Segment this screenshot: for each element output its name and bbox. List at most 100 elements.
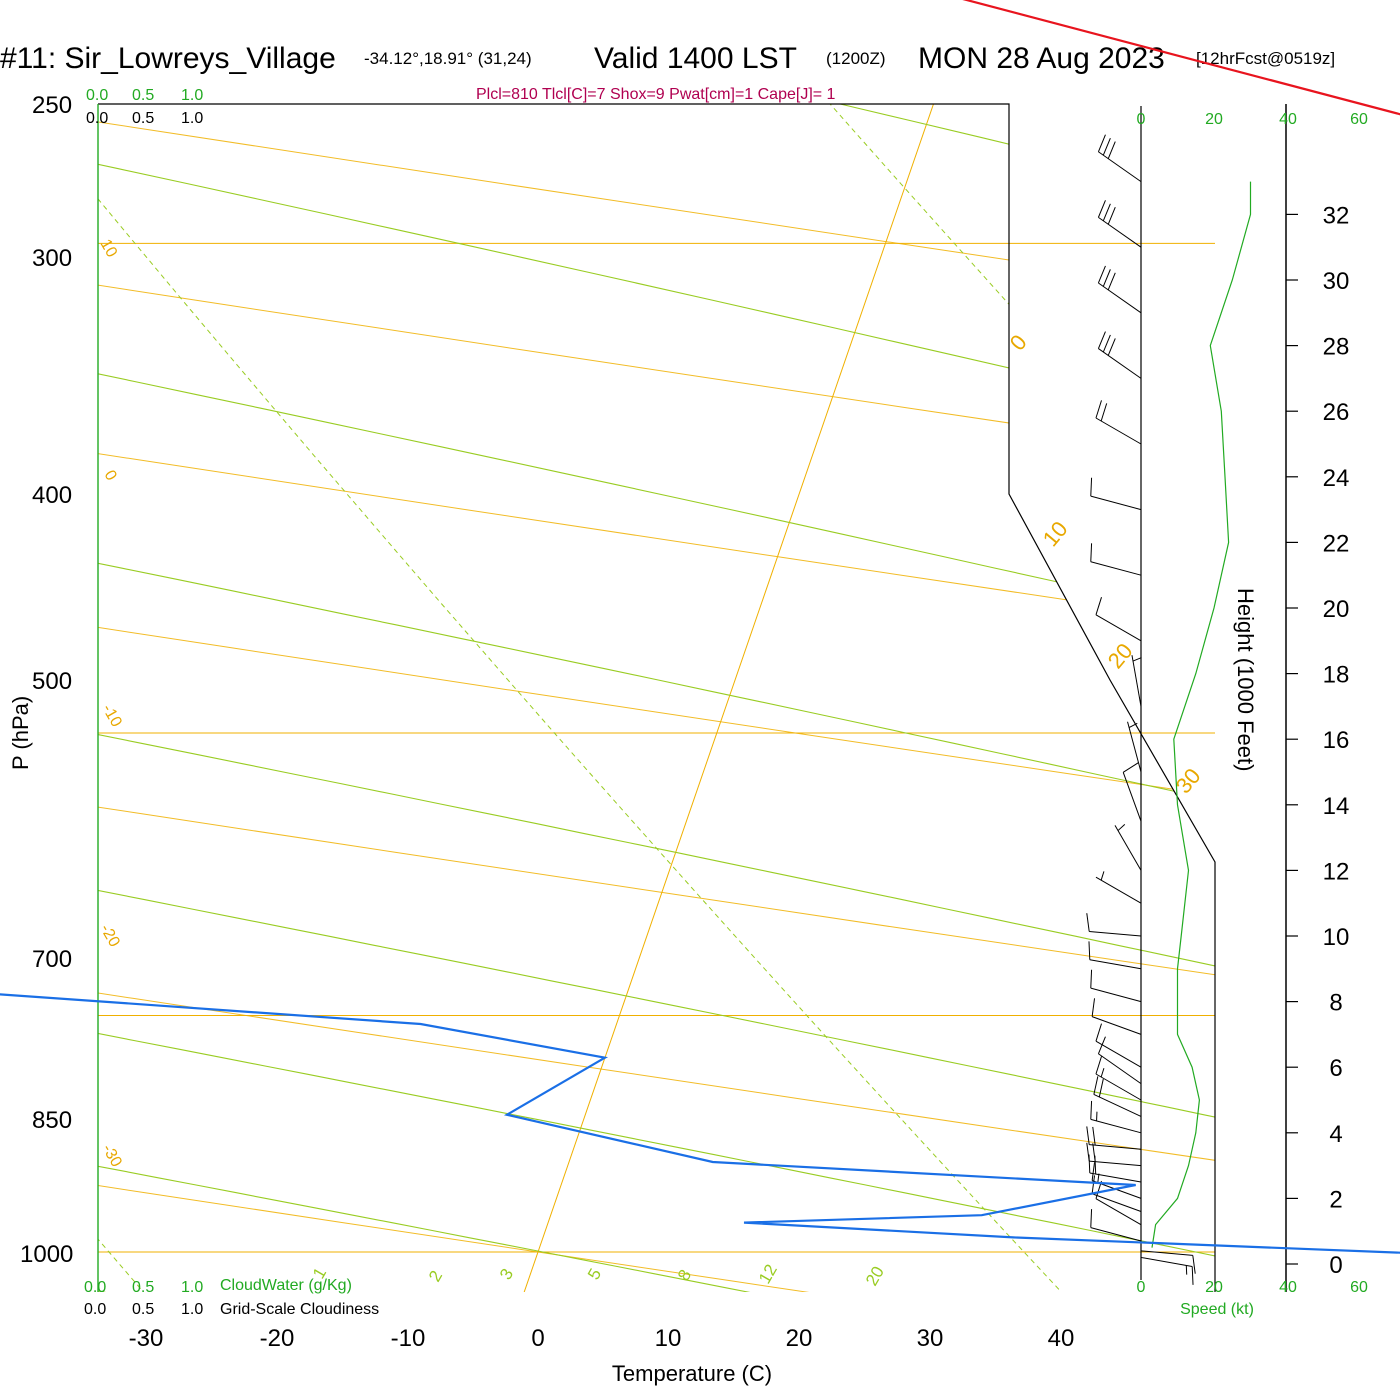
wind-barb-staff [1090,495,1142,511]
height-tick-18: 18 [1323,662,1350,689]
pressure-axis: 250 300 400 500 700 850 1000 P (hPa) [8,92,73,1268]
speed-top-40: 40 [1279,111,1297,128]
wind-barb [1114,823,1142,871]
wind-barb-staff [1098,216,1142,248]
mixing-label-5: 5 [584,1265,605,1283]
mixing-label-3: 3 [496,1265,517,1283]
wind-barb-staff [1140,1256,1193,1267]
wind-barb [1140,1256,1194,1285]
height-tick-14: 14 [1323,793,1350,820]
zulu-time: (1200Z) [826,49,886,68]
temp-tick-20: 20 [786,1325,813,1352]
wind-barb-feather [1095,597,1102,615]
bottom-black-05: 0.5 [132,1301,154,1318]
pressure-tick-500: 500 [32,668,72,695]
pressure-tick-250: 250 [32,92,72,119]
temperature-axis: -30 -20 -10 0 10 20 30 40 Temperature (C… [129,1325,1075,1386]
isotherm-label-0: 0 [101,468,120,484]
top-green-0: 0.0 [86,87,108,104]
height-tick-6: 6 [1329,1055,1342,1082]
wind-barb-feather [1102,137,1111,156]
speed-scale-bottom: 0 20 40 60 Speed (kt) [1137,1279,1368,1318]
wind-barb-staff [1127,721,1142,773]
top-black-0: 0.0 [86,110,108,127]
wind-barb-half-feather [1100,871,1105,881]
wind-barb-feather [1191,1266,1194,1285]
wind-barb-staff [1095,1040,1142,1068]
right-isotherm-label-10: 10 [1038,516,1073,551]
height-tick-8: 8 [1329,990,1342,1017]
temperature-axis-label: Temperature (C) [612,1361,772,1386]
wind-barb-half-feather [1100,1068,1105,1078]
mixing-ratio-8 [667,104,1215,1292]
height-tick-32: 32 [1323,202,1350,229]
wind-barb [1090,543,1142,576]
wind-barb-feather [1090,477,1093,497]
wind-barb-feather [1098,1078,1104,1098]
wind-barb [1086,913,1142,937]
wind-barb [1122,761,1142,822]
mixing-ratio-labels: 1 2 3 5 8 12 20 [309,1261,888,1289]
temp-tick-minus20: -20 [260,1325,295,1352]
wind-barb-feather [1102,203,1111,222]
forecast-info: [12hrFcst@0519z] [1196,49,1335,68]
isotherm-label-minus20: -20 [97,922,123,951]
pressure-tick-400: 400 [32,482,72,509]
wind-barb-feather [1097,134,1106,152]
wind-barb [1095,871,1142,904]
wind-barb [1091,1175,1142,1212]
wind-barbs [1086,134,1196,1285]
wind-barb-feather [1095,1056,1102,1075]
wind-barb-feather [1100,403,1108,422]
wind-barb-feather [1091,998,1096,1017]
wind-barb-staff [1095,876,1142,904]
speed-top-20: 20 [1205,111,1223,128]
wind-barb-staff [1090,561,1142,576]
height-tick-20: 20 [1323,596,1350,623]
station-title: #11: Sir_Lowreys_Village [0,42,336,75]
speed-bottom-40: 40 [1279,1279,1297,1296]
wind-barb-feather [1097,265,1106,284]
height-tick-4: 4 [1329,1121,1342,1148]
isotherm-label-minus10: -10 [99,702,125,731]
wind-barb-feather [1091,1162,1096,1181]
top-black-1: 1.0 [181,110,203,127]
temp-tick-0: 0 [531,1325,544,1352]
wind-barb [1090,969,1142,1003]
wind-barb [1088,1154,1142,1183]
wind-barb [1097,265,1142,314]
wind-barb-staff [1095,1073,1142,1101]
wind-barb [1140,1250,1196,1274]
wind-barb-feather [1092,1126,1096,1146]
wind-barb-staff [1098,282,1142,314]
height-tick-24: 24 [1323,465,1350,492]
wind-barb-feather [1086,1126,1090,1145]
temp-tick-minus30: -30 [129,1325,164,1352]
bottom-green-05: 0.5 [132,1279,154,1296]
wind-barb [1090,477,1142,511]
speed-scale-top: 0 20 40 60 [1137,111,1368,128]
wind-barb-feather [1090,1100,1093,1120]
dewpoint-profile [0,993,1400,1254]
wind-barb-staff [1090,987,1142,1003]
wind-barb [1095,1023,1142,1068]
wind-barb-feather [1192,1255,1196,1274]
mixing-ratio-12 [1387,0,1400,1309]
bottom-green-0: 0.0 [84,1279,106,1296]
wind-barb-feather [1097,1036,1106,1054]
mixing-ratio-5 [98,104,1078,1292]
wind-barb [1086,1126,1142,1150]
wind-barb-staff [1090,1118,1142,1134]
